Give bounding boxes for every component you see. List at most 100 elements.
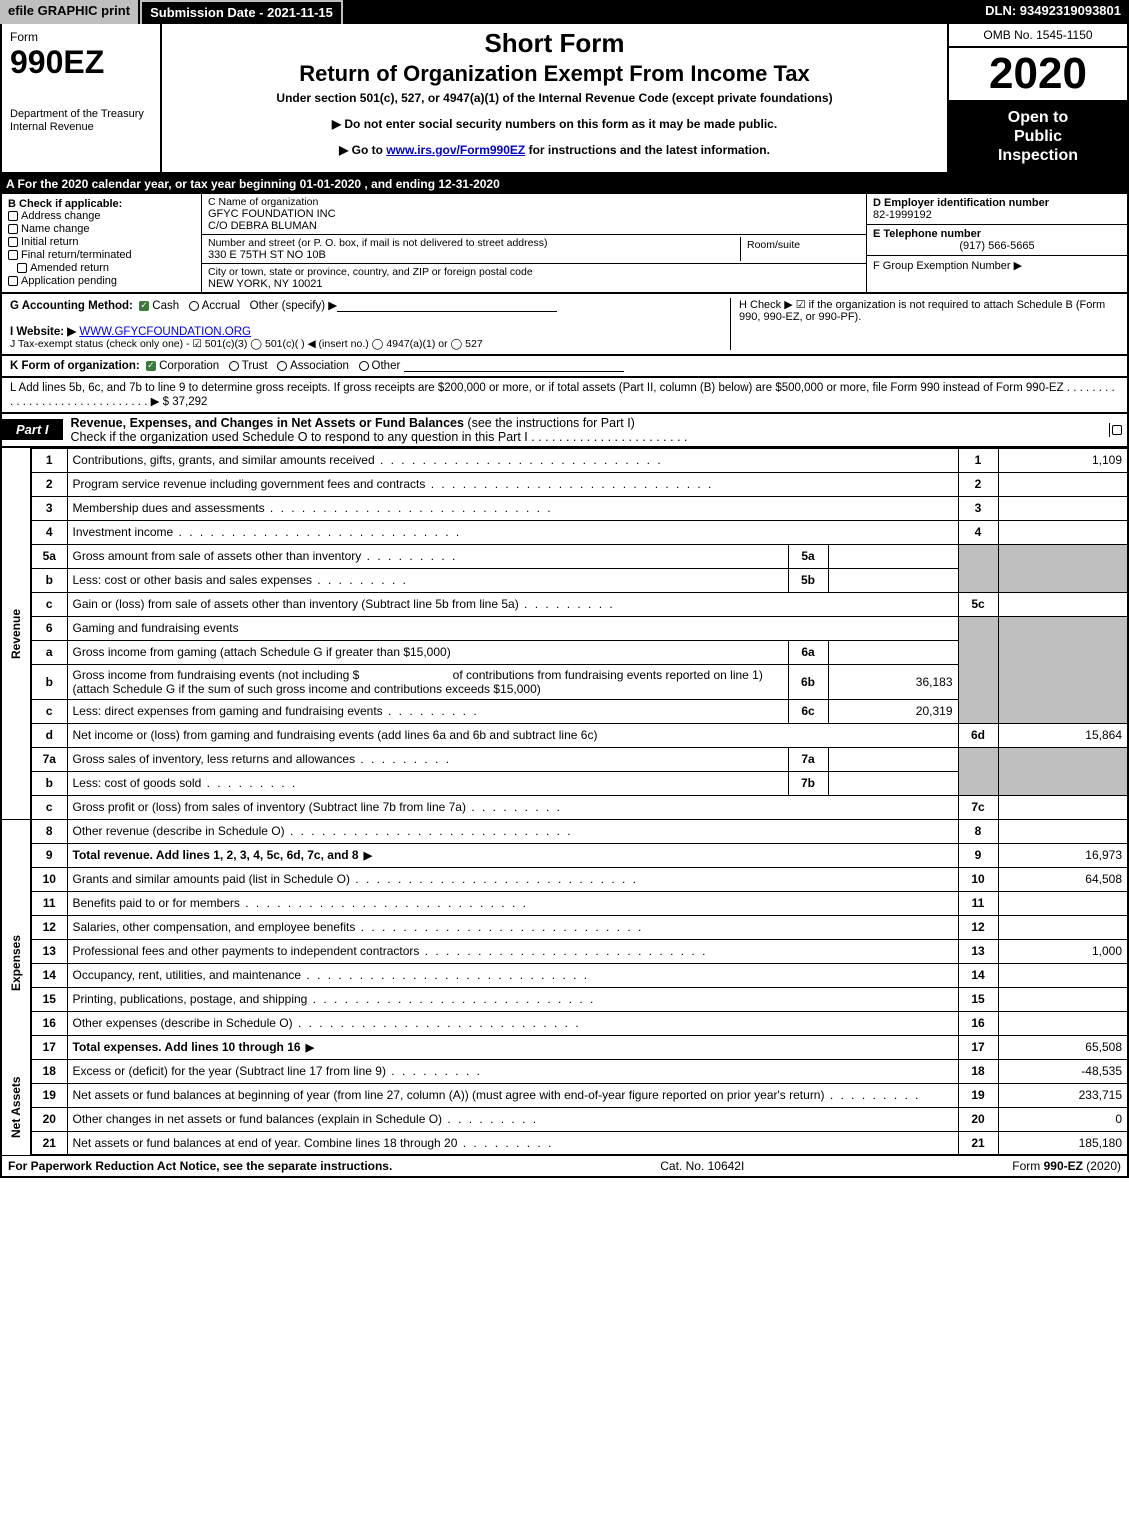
line-ref: 12	[958, 915, 998, 939]
line-num: 20	[31, 1107, 67, 1131]
line-num: c	[31, 795, 67, 819]
revenue-side-spacer	[1, 819, 31, 867]
line-num: 5a	[31, 544, 67, 568]
line-ref: 6d	[958, 723, 998, 747]
line-desc: Gross income from gaming (attach Schedul…	[67, 640, 788, 664]
chk-address-change[interactable]	[8, 211, 18, 221]
chk-name-change[interactable]	[8, 224, 18, 234]
line-amount: 185,180	[998, 1131, 1128, 1155]
line-l-text: L Add lines 5b, 6c, and 7b to line 9 to …	[10, 382, 1119, 408]
dept-line1: Department of the Treasury	[10, 108, 144, 120]
table-row: 12 Salaries, other compensation, and emp…	[1, 915, 1128, 939]
chk-amended-return-label: Amended return	[30, 262, 109, 274]
line-num: 9	[31, 843, 67, 867]
line-num: b	[31, 568, 67, 592]
shaded-cell	[958, 616, 998, 723]
table-row: 19 Net assets or fund balances at beginn…	[1, 1083, 1128, 1107]
line-k-label: K Form of organization:	[10, 360, 140, 372]
table-row: 4 Investment income 4	[1, 520, 1128, 544]
revenue-side-label: Revenue	[1, 448, 31, 819]
chk-amended-return[interactable]	[17, 263, 27, 273]
line-num: 1	[31, 448, 67, 472]
radio-trust[interactable]	[229, 361, 239, 371]
gross-receipts-amount: 37,292	[172, 396, 207, 408]
other-specify-field[interactable]	[337, 311, 557, 312]
table-row: Net Assets 18 Excess or (deficit) for th…	[1, 1059, 1128, 1083]
box-b-checklist: Address change Name change Initial retur…	[8, 210, 195, 287]
subtitle: Under section 501(c), 527, or 4947(a)(1)…	[172, 91, 937, 105]
sub-ref: 7b	[788, 771, 828, 795]
line-num: a	[31, 640, 67, 664]
dept-treasury: Department of the Treasury Internal Reve…	[10, 108, 152, 134]
line-amount: 0	[998, 1107, 1128, 1131]
shaded-cell	[958, 544, 998, 592]
table-row: 11 Benefits paid to or for members 11	[1, 891, 1128, 915]
line-desc: Benefits paid to or for members	[67, 891, 958, 915]
line-desc: Gaming and fundraising events	[67, 616, 958, 640]
line-desc: Grants and similar amounts paid (list in…	[67, 867, 958, 891]
chk-corporation[interactable]	[146, 361, 156, 371]
line-desc: Other revenue (describe in Schedule O)	[67, 819, 958, 843]
chk-name-change-label: Name change	[21, 223, 90, 235]
line-ref: 8	[958, 819, 998, 843]
chk-initial-return-label: Initial return	[21, 236, 78, 248]
line-amount	[998, 891, 1128, 915]
chk-final-return[interactable]	[8, 250, 18, 260]
line-ref: 18	[958, 1059, 998, 1083]
table-row: 9 Total revenue. Add lines 1, 2, 3, 4, 5…	[1, 843, 1128, 867]
footer-left: For Paperwork Reduction Act Notice, see …	[8, 1159, 392, 1173]
irs-link[interactable]: www.irs.gov/Form990EZ	[386, 143, 525, 157]
line-i-label: I Website: ▶	[10, 326, 76, 338]
main-title: Return of Organization Exempt From Incom…	[172, 61, 937, 87]
line-num: 11	[31, 891, 67, 915]
tax-year: 2020	[949, 48, 1127, 102]
line-g-h-row: G Accounting Method: Cash Accrual Other …	[0, 294, 1129, 356]
radio-other-org-label: Other	[372, 360, 401, 372]
sub-amount	[828, 568, 958, 592]
efile-print-tab[interactable]: efile GRAPHIC print	[0, 0, 140, 24]
telephone-value: (917) 566-5665	[873, 240, 1121, 252]
website-link[interactable]: WWW.GFYCFOUNDATION.ORG	[79, 326, 251, 338]
other-org-field[interactable]	[404, 371, 624, 372]
open-l2: Public	[1014, 128, 1062, 145]
table-row: Revenue 1 Contributions, gifts, grants, …	[1, 448, 1128, 472]
open-to-public: Open to Public Inspection	[949, 102, 1127, 172]
line-desc: Less: direct expenses from gaming and fu…	[67, 699, 788, 723]
org-street: 330 E 75TH ST NO 10B	[208, 249, 740, 261]
line-ref: 7c	[958, 795, 998, 819]
top-bar: efile GRAPHIC print Submission Date - 20…	[0, 0, 1129, 24]
line-amount: -48,535	[998, 1059, 1128, 1083]
submission-date-tab: Submission Date - 2021-11-15	[140, 0, 343, 24]
radio-association[interactable]	[277, 361, 287, 371]
line-num: b	[31, 664, 67, 699]
line-l-row: L Add lines 5b, 6c, and 7b to line 9 to …	[0, 378, 1129, 414]
header-left: Form 990EZ Department of the Treasury In…	[2, 24, 162, 172]
line-amount	[998, 496, 1128, 520]
box-b: B Check if applicable: Address change Na…	[2, 194, 202, 292]
line-desc: Professional fees and other payments to …	[67, 939, 958, 963]
dept-line2: Internal Revenue	[10, 121, 94, 133]
line-ref: 17	[958, 1035, 998, 1059]
radio-other-org[interactable]	[359, 361, 369, 371]
sub-ref: 6c	[788, 699, 828, 723]
radio-accrual[interactable]	[189, 301, 199, 311]
table-row: 17 Total expenses. Add lines 10 through …	[1, 1035, 1128, 1059]
radio-association-label: Association	[290, 360, 349, 372]
table-row: 13 Professional fees and other payments …	[1, 939, 1128, 963]
table-row: 5a Gross amount from sale of assets othe…	[1, 544, 1128, 568]
chk-application-pending[interactable]	[8, 276, 18, 286]
line-num: 12	[31, 915, 67, 939]
table-row: 3 Membership dues and assessments 3	[1, 496, 1128, 520]
chk-initial-return[interactable]	[8, 237, 18, 247]
other-specify-label: Other (specify) ▶	[250, 300, 337, 312]
line-num: 10	[31, 867, 67, 891]
line-desc: Total revenue. Add lines 1, 2, 3, 4, 5c,…	[67, 843, 958, 867]
line-amount	[998, 1011, 1128, 1035]
shaded-cell	[998, 616, 1128, 723]
line-desc: Less: cost of goods sold	[67, 771, 788, 795]
line-a-strip: A For the 2020 calendar year, or tax yea…	[0, 174, 1129, 194]
table-row: c Gross profit or (loss) from sales of i…	[1, 795, 1128, 819]
line-h: H Check ▶ ☑ if the organization is not r…	[730, 298, 1119, 350]
chk-schedule-o[interactable]	[1112, 425, 1122, 435]
chk-cash[interactable]	[139, 301, 149, 311]
